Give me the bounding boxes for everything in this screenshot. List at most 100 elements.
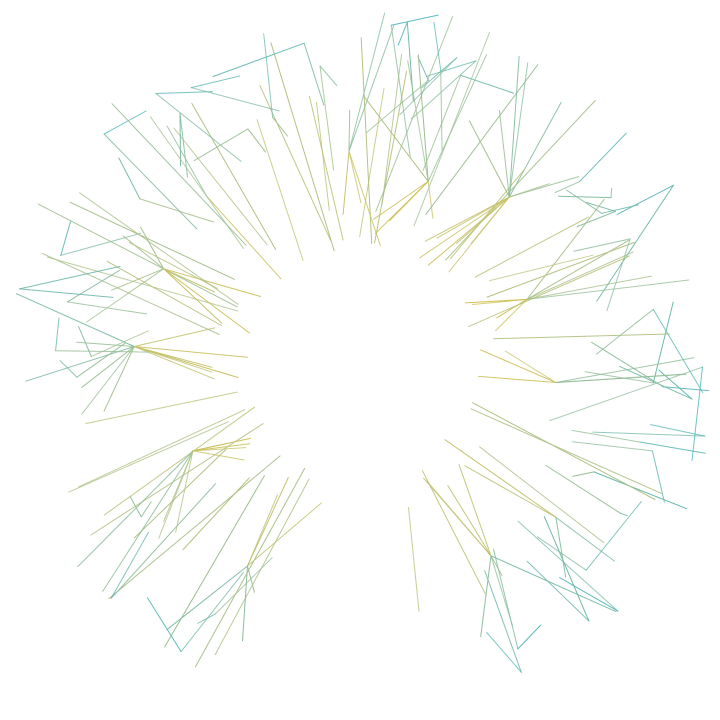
- burst-line-209: [163, 268, 216, 293]
- burst-line-0: [270, 42, 335, 252]
- burst-line-48: [554, 181, 580, 194]
- burst-line-71: [526, 279, 690, 300]
- burst-line-107: [504, 350, 557, 383]
- burst-line-183: [133, 346, 215, 380]
- burst-line-104: [651, 450, 665, 503]
- burst-line-14: [319, 65, 335, 171]
- burst-line-181: [76, 341, 135, 347]
- burst-line-77: [526, 198, 605, 300]
- burst-line-117: [572, 471, 595, 477]
- burst-line-69: [526, 239, 630, 300]
- burst-line-142: [214, 478, 310, 656]
- burst-line-193: [38, 203, 238, 308]
- burst-line-85: [489, 254, 594, 282]
- burst-line-94: [691, 366, 703, 461]
- burst-line-160: [140, 501, 152, 518]
- burst-line-87: [526, 275, 653, 300]
- burst-line-147: [214, 557, 273, 615]
- burst-line-25: [427, 53, 488, 182]
- burst-line-125: [408, 507, 420, 612]
- burst-line-57: [450, 168, 526, 259]
- burst-line-192: [59, 360, 78, 378]
- burst-line-202: [106, 260, 222, 326]
- burst-line-134: [517, 520, 619, 612]
- burst-line-46: [508, 101, 562, 198]
- burst-line-217: [173, 127, 268, 246]
- burst-line-166: [77, 450, 194, 568]
- burst-line-112: [555, 516, 567, 578]
- burst-line-167: [85, 391, 238, 424]
- burst-line-108: [555, 357, 695, 383]
- burst-line-173: [192, 437, 251, 452]
- burst-line-9: [272, 116, 288, 137]
- burst-line-225: [179, 113, 188, 178]
- burst-line-37: [417, 54, 429, 182]
- burst-line-195: [78, 326, 92, 357]
- burst-line-60: [419, 196, 510, 259]
- burst-line-8: [348, 12, 386, 152]
- burst-line-103: [571, 441, 653, 452]
- burst-line-180: [133, 346, 248, 358]
- burst-line-75: [610, 187, 613, 199]
- burst-line-28: [381, 53, 403, 205]
- burst-line-86: [497, 298, 528, 302]
- burst-line-223: [190, 87, 280, 112]
- burst-line-199: [111, 268, 165, 291]
- burst-line-53: [576, 210, 616, 228]
- burst-line-133: [517, 624, 542, 650]
- burst-line-196: [60, 232, 142, 256]
- burst-line-172: [103, 406, 255, 516]
- burst-line-12: [308, 95, 344, 241]
- burst-line-90: [650, 424, 706, 437]
- burst-line-228: [103, 110, 147, 135]
- burst-line-54: [586, 202, 616, 212]
- burst-line-205: [41, 252, 220, 335]
- burst-line-63: [508, 62, 529, 198]
- burst-line-40: [413, 32, 490, 227]
- burst-line-226: [179, 113, 181, 167]
- burst-line-3: [348, 150, 381, 247]
- burst-line-19: [212, 42, 305, 78]
- burst-line-1: [360, 37, 373, 244]
- burst-line-41: [374, 180, 429, 234]
- burst-line-73: [526, 251, 634, 300]
- burst-line-163: [192, 443, 251, 452]
- burst-line-229: [256, 119, 304, 261]
- burst-line-182: [46, 256, 239, 312]
- burst-line-31: [366, 79, 429, 133]
- burst-line-101: [480, 349, 557, 383]
- burst-line-115: [464, 465, 557, 518]
- burst-line-122: [543, 516, 590, 622]
- burst-line-131: [490, 555, 617, 613]
- burst-line-70: [496, 298, 528, 319]
- burst-line-194: [90, 330, 149, 357]
- burst-line-171: [102, 450, 194, 592]
- burst-line-137: [480, 555, 492, 638]
- burst-line-227: [103, 133, 198, 230]
- burst-line-158: [78, 409, 246, 488]
- burst-line-156: [110, 483, 216, 599]
- burst-line-150: [247, 477, 289, 567]
- burst-line-98: [652, 301, 674, 384]
- burst-line-116: [555, 516, 615, 562]
- burst-line-59: [508, 183, 550, 198]
- burst-line-47: [445, 100, 596, 261]
- burst-line-11: [375, 16, 454, 212]
- burst-line-145: [247, 502, 322, 567]
- burst-line-23: [390, 14, 439, 26]
- burst-line-138: [421, 470, 486, 595]
- burst-line-152: [180, 571, 244, 653]
- burst-line-215: [206, 195, 282, 280]
- burst-line-219: [118, 157, 141, 200]
- burst-line-88: [470, 408, 662, 494]
- burst-line-7: [348, 150, 362, 204]
- burst-line-221: [155, 93, 242, 162]
- burst-line-67: [616, 184, 674, 215]
- burst-line-135: [559, 577, 619, 612]
- burst-line-216: [166, 125, 208, 197]
- burst-line-179: [81, 346, 135, 415]
- burst-line-93: [549, 366, 703, 422]
- burst-line-81: [486, 241, 635, 298]
- burst-line-132: [493, 548, 519, 650]
